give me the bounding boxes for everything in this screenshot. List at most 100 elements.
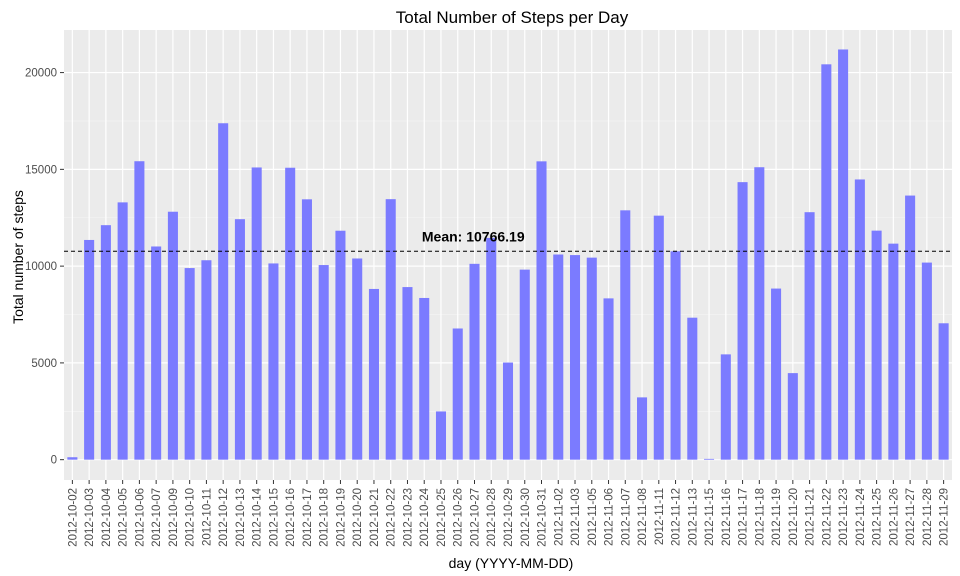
x-tick-label: 2012-10-30: [520, 488, 532, 547]
bar: [569, 255, 581, 460]
x-tick-label: 2012-10-24: [419, 487, 431, 546]
x-tick-label: 2012-11-26: [888, 488, 900, 546]
bar: [737, 182, 748, 460]
bar: [268, 263, 279, 460]
bar: [787, 373, 798, 460]
bar: [670, 251, 681, 460]
x-tick-label: 2012-11-08: [637, 488, 649, 546]
x-tick-label: 2012-10-13: [235, 488, 247, 547]
x-tick-label: 2012-10-21: [369, 488, 381, 547]
bar: [352, 258, 363, 460]
bar: [838, 49, 849, 460]
x-tick-label: 2012-11-23: [838, 488, 850, 546]
x-tick-label: 2012-10-16: [285, 488, 297, 547]
x-tick-label: 2012-10-28: [486, 488, 498, 547]
bar: [553, 254, 564, 460]
bars: [67, 49, 949, 460]
bar: [151, 246, 162, 460]
x-tick-label: 2012-11-16: [721, 488, 733, 546]
x-tick-label: 2012-10-19: [335, 488, 347, 547]
bar: [502, 362, 514, 460]
x-tick-label: 2012-10-14: [252, 487, 264, 546]
x-tick-label: 2012-11-21: [805, 488, 817, 546]
bar: [921, 262, 932, 460]
x-tick-label: 2012-10-07: [151, 488, 163, 547]
x-tick-label: 2012-11-20: [788, 488, 800, 546]
x-tick-label: 2012-11-07: [620, 488, 632, 546]
x-tick-label: 2012-10-04: [101, 487, 113, 546]
x-tick-label: 2012-10-18: [319, 488, 331, 547]
y-axis-title: Total number of steps: [10, 190, 26, 324]
bar: [435, 411, 447, 460]
bar: [184, 268, 195, 460]
bar: [218, 123, 229, 460]
x-tick-label: 2012-10-09: [168, 488, 180, 547]
bar: [653, 215, 664, 460]
bar: [67, 457, 78, 460]
x-tick-label: 2012-10-15: [268, 488, 280, 547]
bar: [100, 225, 111, 460]
x-tick-label: 2012-11-22: [821, 488, 833, 546]
x-tick-label: 2012-10-22: [386, 488, 398, 547]
x-tick-label: 2012-10-05: [118, 488, 130, 547]
x-tick-label: 2012-11-25: [872, 488, 884, 546]
x-axis-title: day (YYYY-MM-DD): [449, 555, 574, 571]
x-tick-label: 2012-10-10: [185, 488, 197, 547]
y-tick-label: 15000: [25, 164, 57, 176]
bar: [452, 328, 463, 460]
bar: [804, 212, 815, 460]
y-tick-label: 5000: [31, 358, 57, 370]
y-tick-label: 20000: [25, 68, 57, 80]
x-tick-label: 2012-10-26: [453, 488, 465, 547]
bar: [402, 287, 413, 460]
bar: [335, 230, 346, 460]
x-tick-label: 2012-10-27: [469, 488, 481, 547]
bar: [720, 354, 731, 460]
x-tick-label: 2012-11-28: [922, 488, 934, 546]
chart-title: Total Number of Steps per Day: [396, 8, 629, 27]
bar: [84, 239, 95, 460]
x-tick-label: 2012-11-17: [738, 488, 750, 546]
x-tick-label: 2012-10-11: [201, 488, 213, 546]
x-tick-label: 2012-10-31: [537, 488, 549, 547]
bar: [888, 243, 899, 460]
x-tick-label: 2012-10-29: [503, 488, 515, 547]
y-tick-label: 10000: [25, 261, 57, 273]
x-tick-label: 2012-11-15: [704, 488, 716, 546]
bar: [285, 167, 296, 460]
bar: [620, 210, 631, 460]
bar: [938, 323, 949, 460]
bar: [201, 260, 212, 460]
bar: [754, 167, 765, 460]
bar: [385, 199, 396, 460]
bar: [536, 161, 547, 460]
x-tick-label: 2012-11-24: [855, 487, 867, 546]
x-tick-label: 2012-10-17: [302, 488, 314, 547]
bar: [117, 202, 128, 460]
x-tick-label: 2012-10-23: [402, 488, 414, 547]
bar: [905, 195, 916, 460]
x-tick-label: 2012-11-29: [939, 488, 951, 546]
x-tick-label: 2012-11-06: [604, 488, 616, 546]
bar: [167, 211, 178, 460]
bar: [821, 64, 832, 460]
bar: [234, 219, 245, 460]
x-tick-label: 2012-11-02: [553, 488, 565, 546]
bar: [469, 263, 480, 460]
mean-annotation: Mean: 10766.19: [422, 228, 525, 244]
bar: [704, 458, 715, 460]
bar: [486, 237, 497, 460]
x-tick-label: 2012-10-12: [218, 488, 230, 547]
bar: [301, 199, 312, 460]
x-tick-label: 2012-10-06: [134, 488, 146, 547]
bar: [419, 297, 430, 460]
x-tick-label: 2012-11-19: [771, 488, 783, 546]
bar: [134, 161, 145, 460]
bar: [368, 288, 379, 460]
x-tick-label: 2012-11-27: [905, 488, 917, 546]
bar: [586, 257, 597, 460]
bar: [318, 265, 329, 460]
x-tick-label: 2012-11-18: [754, 488, 766, 546]
x-tick-label: 2012-10-02: [67, 488, 79, 547]
